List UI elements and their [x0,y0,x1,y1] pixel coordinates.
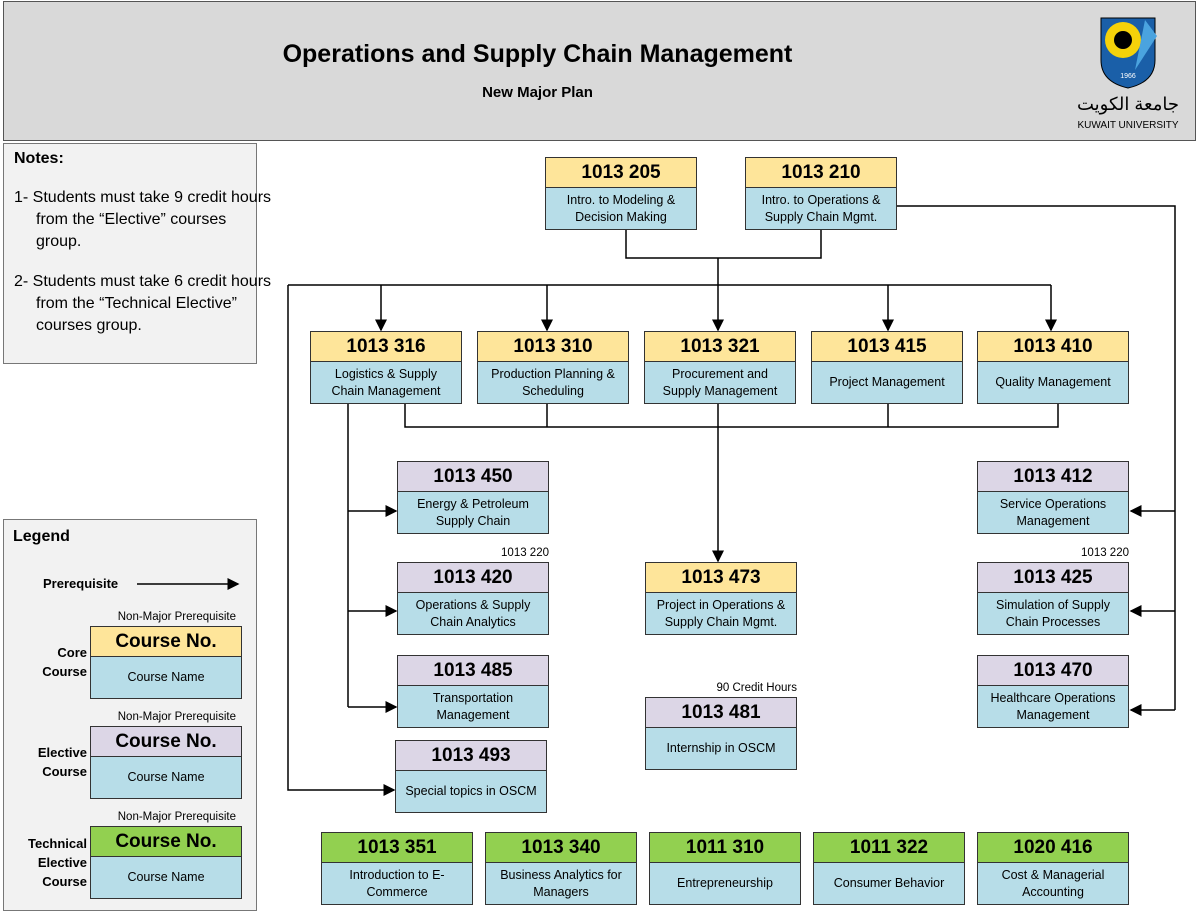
course-box: 1020 416 Cost & Managerial Accounting [977,832,1129,905]
course-number: 1011 310 [650,833,800,863]
course-name: Simulation of Supply Chain Processes [978,593,1128,634]
course-box: 1013 412 Service Operations Management [977,461,1129,534]
course-number: 1013 316 [311,332,461,362]
prerequisite-note: 1013 220 [1081,547,1129,559]
course-number: Course No. [91,827,241,857]
course-box: 1013 481 Internship in OSCM [645,697,797,770]
legend-prerequisite-note: Non-Major Prerequisite [117,811,236,823]
legend-prerequisite-note: Non-Major Prerequisite [117,611,236,623]
course-box: Course No. Course Name [90,626,242,699]
title: Operations and Supply Chain Management [282,40,793,68]
course-box: 1013 485 Transportation Management [397,655,549,728]
course-box: 1013 425 Simulation of Supply Chain Proce… [977,562,1129,635]
legend-course-type: Core Course [42,645,87,679]
course-name: Course Name [91,857,241,898]
course-name: Business Analytics for Managers [486,863,636,904]
course-box: 1013 410 Quality Management [977,331,1129,404]
course-number: 1013 351 [322,833,472,863]
course-box: Course No. Course Name [90,726,242,799]
legend-course-type: Technical Elective Course [27,835,87,889]
university-english: KUWAIT UNIVERSITY [1077,120,1179,131]
course-name: Project in Operations & Supply Chain Mgm… [646,593,796,634]
course-name: Quality Management [978,362,1128,403]
logo: 1966 [1100,17,1157,89]
course-box: 1013 205 Intro. to Modeling & Decision Ma… [545,157,697,230]
course-box: 1013 415 Project Management [811,331,963,404]
course-box: 1011 310 Entrepreneurship [649,832,801,905]
course-number: 1020 416 [978,833,1128,863]
course-box: 1013 321 Procurement and Supply Managemen… [644,331,796,404]
university-arabic: جامعة الكويت [1077,94,1179,114]
note-item: 1- Students must take 9 credit hours fro… [14,189,272,250]
course-box: 1013 310 Production Planning & Scheduling [477,331,629,404]
course-box: 1013 493 Special topics in OSCM [395,740,547,813]
logo-year: 1966 [1120,73,1136,80]
course-number: 1011 322 [814,833,964,863]
legend-title: Legend [13,528,70,545]
course-number: 1013 470 [978,656,1128,686]
course-name: Course Name [91,757,241,798]
course-number: 1013 420 [398,563,548,593]
course-name: Course Name [91,657,241,698]
course-name: Operations & Supply Chain Analytics [398,593,548,634]
course-number: 1013 205 [546,158,696,188]
prerequisite-note: 1013 220 [501,547,549,559]
course-box: 1013 420 Operations & Supply Chain Analyt… [397,562,549,635]
course-box: 1013 473 Project in Operations & Supply C… [645,562,797,635]
course-box: 1013 210 Intro. to Operations & Supply Ch… [745,157,897,230]
course-name: Procurement and Supply Management [645,362,795,403]
legend-course-type: Elective Course [37,745,87,779]
course-box: 1013 450 Energy & Petroleum Supply Chain [397,461,549,534]
course-name: Production Planning & Scheduling [478,362,628,403]
legend-prerequisite: Prerequisite [43,576,119,591]
course-box: 1013 351 Introduction to E-Commerce [321,832,473,905]
course-number: 1013 340 [486,833,636,863]
course-name: Transportation Management [398,686,548,727]
course-box: Course No. Course Name [90,826,242,899]
course-name: Project Management [812,362,962,403]
notes-panel [3,143,257,364]
subtitle: New Major Plan [482,84,593,101]
course-number: 1013 425 [978,563,1128,593]
course-number: 1013 485 [398,656,548,686]
legend-prerequisite-note: Non-Major Prerequisite [117,711,236,723]
course-name: Consumer Behavior [814,863,964,904]
course-name: Internship in OSCM [646,728,796,769]
course-number: 1013 493 [396,741,546,771]
course-number: 1013 415 [812,332,962,362]
course-number: 1013 481 [646,698,796,728]
course-number: 1013 310 [478,332,628,362]
course-box: 1013 470 Healthcare Operations Management [977,655,1129,728]
course-number: 1013 210 [746,158,896,188]
course-number: 1013 412 [978,462,1128,492]
prerequisite-note: 90 Credit Hours [716,682,797,694]
course-name: Logistics & Supply Chain Management [311,362,461,403]
note-item: 2- Students must take 6 credit hours fro… [14,273,272,334]
course-name: Special topics in OSCM [396,771,546,812]
course-number: 1013 473 [646,563,796,593]
course-number: Course No. [91,627,241,657]
course-name: Healthcare Operations Management [978,686,1128,727]
course-number: 1013 410 [978,332,1128,362]
course-name: Intro. to Modeling & Decision Making [546,188,696,229]
course-name: Cost & Managerial Accounting [978,863,1128,904]
course-box: 1011 322 Consumer Behavior [813,832,965,905]
course-name: Introduction to E-Commerce [322,863,472,904]
course-name: Energy & Petroleum Supply Chain [398,492,548,533]
header [3,1,1196,141]
course-number: 1013 450 [398,462,548,492]
course-name: Intro. to Operations & Supply Chain Mgmt… [746,188,896,229]
course-name: Service Operations Management [978,492,1128,533]
course-number: 1013 321 [645,332,795,362]
notes-title: Notes: [14,150,64,167]
course-box: 1013 340 Business Analytics for Managers [485,832,637,905]
course-box: 1013 316 Logistics & Supply Chain Managem… [310,331,462,404]
course-number: Course No. [91,727,241,757]
course-name: Entrepreneurship [650,863,800,904]
